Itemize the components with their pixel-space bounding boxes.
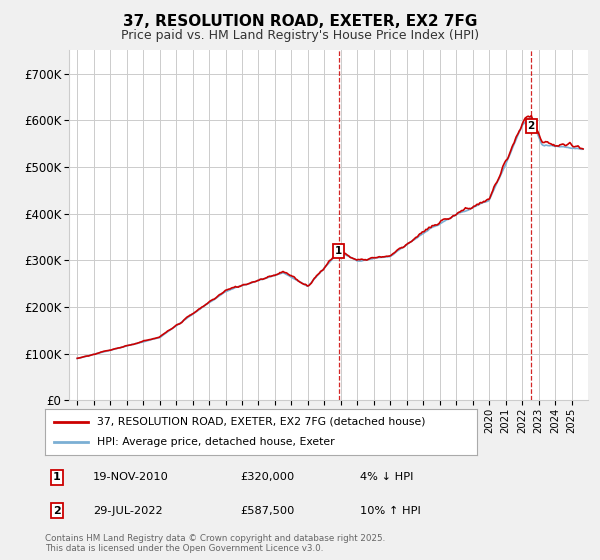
Text: 1: 1 xyxy=(53,472,61,482)
Text: 19-NOV-2010: 19-NOV-2010 xyxy=(93,472,169,482)
Text: 2: 2 xyxy=(53,506,61,516)
Text: 29-JUL-2022: 29-JUL-2022 xyxy=(93,506,163,516)
Text: Price paid vs. HM Land Registry's House Price Index (HPI): Price paid vs. HM Land Registry's House … xyxy=(121,29,479,42)
Text: £320,000: £320,000 xyxy=(240,472,294,482)
Text: 37, RESOLUTION ROAD, EXETER, EX2 7FG: 37, RESOLUTION ROAD, EXETER, EX2 7FG xyxy=(123,14,477,29)
Text: 37, RESOLUTION ROAD, EXETER, EX2 7FG (detached house): 37, RESOLUTION ROAD, EXETER, EX2 7FG (de… xyxy=(97,417,425,427)
Text: 2: 2 xyxy=(527,121,535,131)
Text: 4% ↓ HPI: 4% ↓ HPI xyxy=(360,472,413,482)
Text: HPI: Average price, detached house, Exeter: HPI: Average price, detached house, Exet… xyxy=(97,437,334,447)
Text: 1: 1 xyxy=(335,246,343,256)
Text: 10% ↑ HPI: 10% ↑ HPI xyxy=(360,506,421,516)
Text: Contains HM Land Registry data © Crown copyright and database right 2025.
This d: Contains HM Land Registry data © Crown c… xyxy=(45,534,385,553)
Text: £587,500: £587,500 xyxy=(240,506,295,516)
